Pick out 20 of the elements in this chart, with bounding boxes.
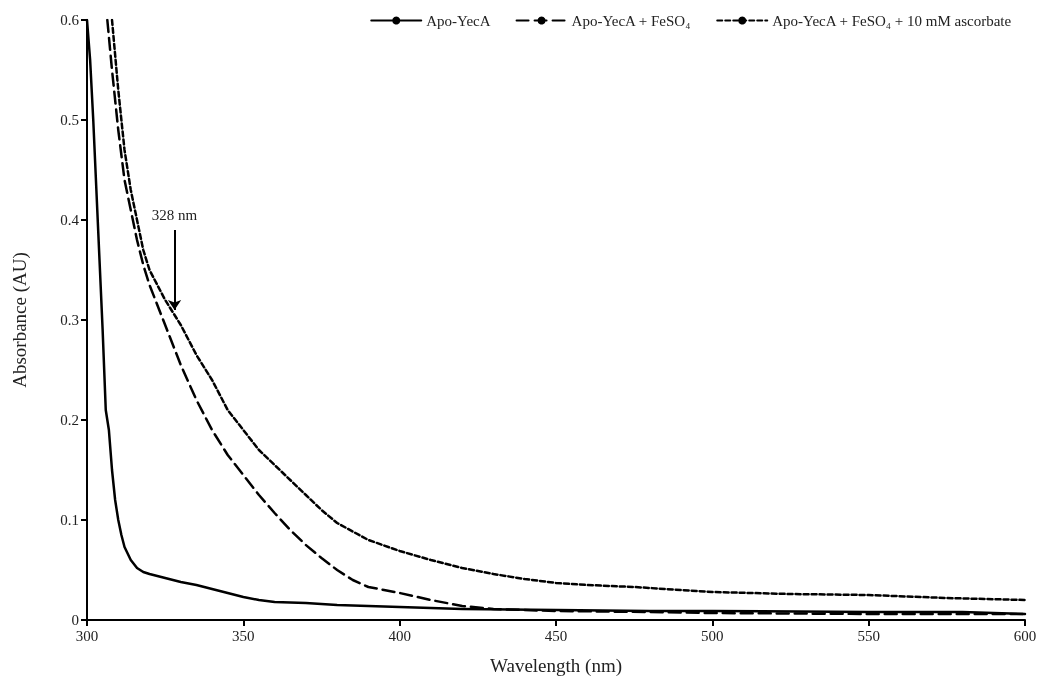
x-tick-label: 300	[75, 627, 99, 644]
x-tick-label: 450	[544, 627, 568, 644]
x-tick-label: 550	[857, 627, 880, 644]
x-axis-title: Wavelength (nm)	[490, 655, 622, 677]
x-tick-label: 350	[232, 627, 255, 644]
y-tick-label: 0.5	[60, 112, 79, 128]
x-tick-label: 500	[701, 627, 724, 644]
y-tick-label: 0.2	[60, 412, 79, 428]
y-tick-label: 0.3	[60, 312, 79, 328]
legend-label: Apo-YecA + FeSO₄ + 10 mM ascorbate	[772, 12, 1012, 29]
x-tick-label: 600	[1013, 627, 1037, 644]
y-tick-label: 0.6	[60, 12, 80, 28]
x-tick-label: 400	[388, 627, 411, 644]
legend-label: Apo-YecA	[426, 12, 491, 29]
y-axis-title: Absorbance (AU)	[9, 252, 31, 388]
y-tick-label: 0.1	[60, 512, 79, 528]
y-tick-label: 0	[71, 612, 79, 628]
y-tick-label: 0.4	[60, 212, 80, 228]
legend-label: Apo-YecA + FeSO₄	[571, 12, 691, 29]
annotation: 328 nm	[151, 206, 198, 223]
